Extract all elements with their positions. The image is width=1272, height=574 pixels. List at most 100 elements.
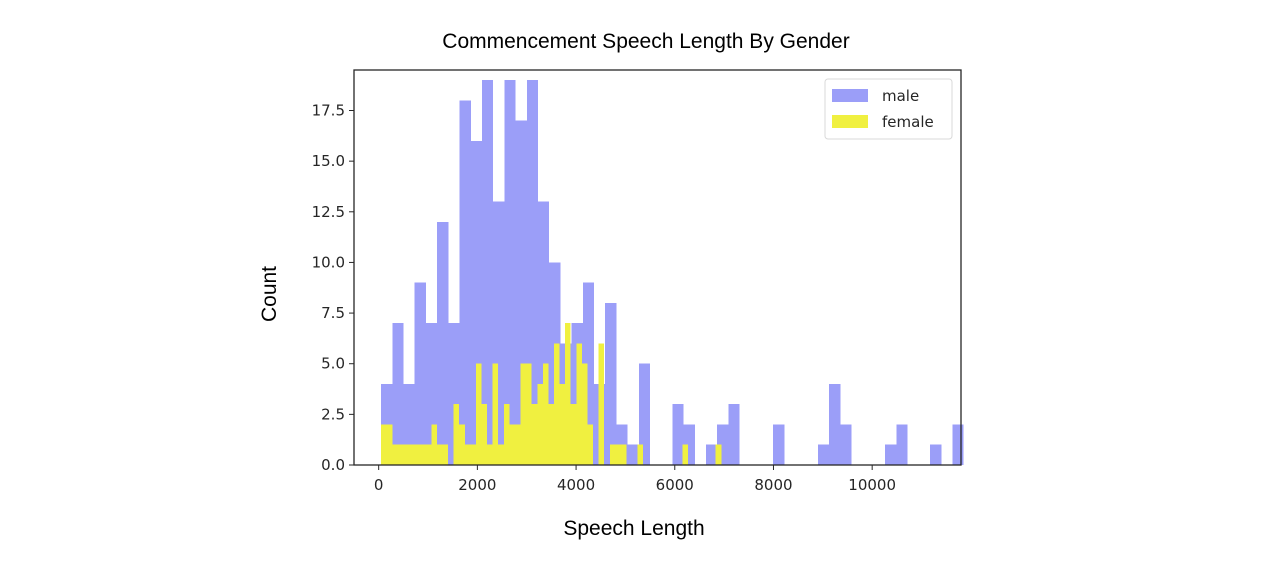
female-bar <box>581 363 588 465</box>
y-axis-ticks: 0.0 2.5 5.0 7.5 10.0 12.5 15.0 17.5 <box>312 102 354 474</box>
female-bar <box>409 444 415 465</box>
x-tick-label: 8000 <box>754 476 792 494</box>
male-bar <box>840 424 852 465</box>
male-bar <box>459 100 471 465</box>
female-bar <box>470 444 476 465</box>
male-bar <box>414 282 426 465</box>
female-bar <box>420 444 426 465</box>
y-axis-label: Count <box>258 266 281 322</box>
x-axis-label: Speech Length <box>563 517 704 540</box>
female-bar <box>487 444 493 465</box>
male-bar <box>896 424 908 465</box>
female-bar <box>453 404 460 465</box>
female-bar <box>520 363 527 465</box>
plot-frame <box>353 69 962 466</box>
female-bar <box>464 444 471 465</box>
female-bar <box>397 444 404 465</box>
male-bar <box>605 302 617 465</box>
female-bar <box>620 444 627 465</box>
female-bar <box>531 404 538 465</box>
male-bar <box>818 444 830 465</box>
female-bar <box>615 444 621 465</box>
male-bar <box>437 221 449 465</box>
male-bar <box>470 140 482 465</box>
male-bar <box>425 323 438 465</box>
female-bar <box>576 343 582 465</box>
chart-title: Commencement Speech Length By Gender <box>442 30 849 53</box>
male-bar <box>582 282 594 465</box>
female-bar <box>459 424 465 465</box>
male-bar <box>448 323 460 465</box>
y-tick-label: 5.0 <box>321 355 345 373</box>
female-bar <box>559 383 566 465</box>
y-tick-label: 12.5 <box>312 203 345 221</box>
female-bar <box>587 424 594 465</box>
female-bar <box>554 343 560 465</box>
series-female <box>381 323 722 465</box>
female-bar <box>431 424 437 465</box>
y-tick-label: 0.0 <box>321 456 345 474</box>
female-bar <box>542 363 549 465</box>
female-bar <box>498 444 504 465</box>
male-bar <box>885 444 897 465</box>
male-bar <box>706 444 718 465</box>
y-tick-label: 17.5 <box>312 102 345 120</box>
legend-label-female: female <box>882 113 934 131</box>
male-bar <box>493 201 505 465</box>
male-bar <box>773 424 785 465</box>
female-bar <box>442 444 449 465</box>
x-tick-label: 4000 <box>557 476 595 494</box>
y-tick-label: 10.0 <box>312 253 345 271</box>
female-bar <box>526 363 532 465</box>
male-bar <box>638 363 650 465</box>
male-bar <box>392 323 404 465</box>
y-tick-label: 15.0 <box>312 152 345 170</box>
male-bar <box>717 424 729 465</box>
male-bar <box>829 383 841 465</box>
female-bar <box>609 444 616 465</box>
male-bar <box>515 120 527 466</box>
female-bar <box>492 363 499 465</box>
female-bar <box>381 424 387 465</box>
female-bar <box>475 363 482 465</box>
male-bar <box>672 404 684 465</box>
male-bar <box>627 444 639 465</box>
legend: male female <box>824 78 953 140</box>
female-bar <box>503 404 510 465</box>
y-tick-label: 2.5 <box>321 405 345 423</box>
male-bar <box>728 404 740 465</box>
female-bar <box>570 404 577 465</box>
male-bar <box>526 80 538 465</box>
female-bar <box>481 404 488 465</box>
male-bar <box>403 383 415 465</box>
x-tick-label: 6000 <box>656 476 694 494</box>
female-bar <box>514 424 521 465</box>
female-bar <box>537 383 543 465</box>
male-bar <box>504 80 516 465</box>
female-bar <box>509 424 515 465</box>
male-bar <box>481 80 494 465</box>
x-axis-ticks: 0 2000 4000 6000 8000 10000 <box>374 465 896 494</box>
legend-swatch-male <box>832 89 868 102</box>
bars-layer <box>381 80 964 466</box>
male-bar <box>683 424 695 465</box>
legend-swatch-female <box>832 115 868 128</box>
x-tick-label: 0 <box>374 476 384 494</box>
male-bar <box>930 444 942 465</box>
female-bar <box>436 444 443 465</box>
female-bar <box>637 444 644 465</box>
male-bar <box>537 201 550 465</box>
female-bar <box>548 404 555 465</box>
female-bar <box>414 444 421 465</box>
female-bar <box>682 444 688 465</box>
legend-label-male: male <box>882 87 919 105</box>
x-tick-label: 10000 <box>848 476 896 494</box>
y-tick-label: 7.5 <box>321 304 345 322</box>
female-bar <box>403 444 410 465</box>
male-bar <box>952 424 964 465</box>
female-bar <box>425 444 432 465</box>
female-bar <box>386 424 393 465</box>
female-bar <box>565 323 571 465</box>
female-bar <box>715 444 722 465</box>
